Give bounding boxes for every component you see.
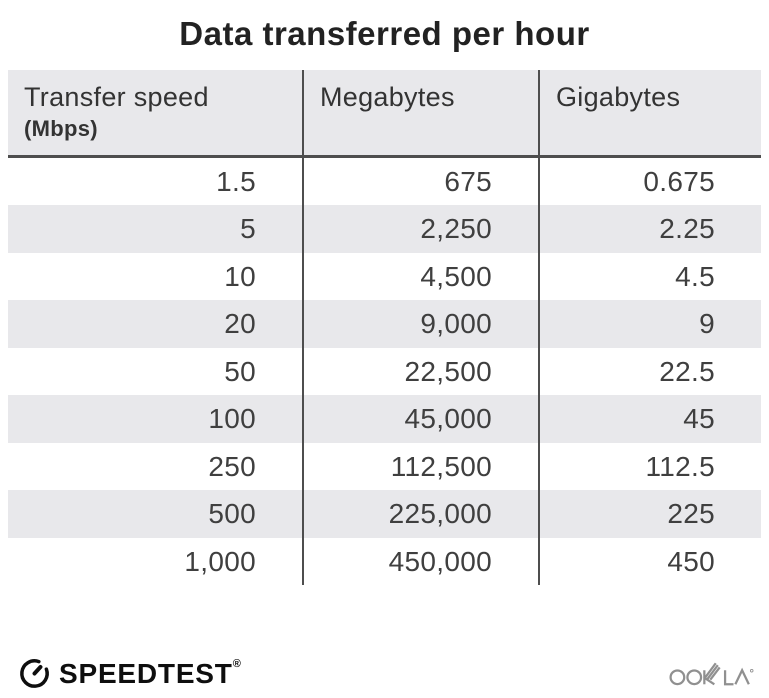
table-cell: 4,500 [302, 252, 538, 301]
table-cell: 20 [224, 308, 256, 340]
table-cell: 675 [302, 157, 538, 206]
table-cell: 5 [240, 213, 256, 245]
table-row: 100 45,000 45 [8, 395, 761, 443]
table-cell: 112,500 [302, 442, 538, 491]
table-cell: 225,000 [302, 490, 538, 538]
table-row: 5 2,250 2.25 [8, 205, 761, 253]
table-row: 10 4,500 4.5 [8, 252, 761, 301]
ookla-letter-a [734, 667, 750, 685]
registered-trademark-icon: ® [232, 657, 241, 670]
speedtest-logo: SPEEDTEST® [18, 657, 241, 690]
table-cell: 9,000 [302, 300, 538, 348]
column-header-transfer-speed: Transfer speed (Mbps) [8, 70, 302, 155]
table-cell: 22.5 [538, 347, 761, 396]
page-title: Data transferred per hour [179, 15, 590, 52]
ookla-letter-k [703, 662, 721, 685]
table-cell: 45,000 [302, 395, 538, 443]
table-cell: 2,250 [302, 205, 538, 253]
table-cell: 50 [224, 355, 256, 387]
speedtest-gauge-icon [20, 659, 49, 688]
table-cell: 4.5 [538, 252, 761, 301]
table-cell: 250 [208, 450, 256, 482]
table-cell: 112.5 [538, 442, 761, 491]
table-cell: 450,000 [302, 537, 538, 586]
table-row: 500 225,000 225 [8, 490, 761, 538]
table-cell: 1,000 [184, 545, 256, 577]
speedtest-wordmark: SPEEDTEST [59, 657, 233, 689]
table-row: 50 22,500 22.5 [8, 347, 761, 396]
column-header-label: Megabytes [320, 81, 455, 112]
table-row: 20 9,000 9 [8, 300, 761, 348]
table-cell: 450 [538, 537, 761, 586]
table-cell: 45 [538, 395, 761, 443]
table-cell: 100 [208, 403, 256, 435]
table-cell: 500 [208, 498, 256, 530]
column-header-label: Gigabytes [556, 81, 681, 112]
table-row: 1.5 675 0.675 [8, 157, 761, 206]
data-table: Transfer speed (Mbps) Megabytes Gigabyte… [8, 69, 761, 586]
column-header-megabytes: Megabytes [302, 69, 538, 155]
table-cell: 10 [224, 260, 256, 292]
ookla-letter-l [723, 669, 734, 685]
ookla-letter-o1 [669, 668, 686, 685]
table-cell: 9 [538, 300, 761, 348]
column-header-gigabytes: Gigabytes [538, 69, 761, 155]
table-cell: 22,500 [302, 347, 538, 396]
table-header-row: Transfer speed (Mbps) Megabytes Gigabyte… [8, 69, 761, 158]
table-cell: 2.25 [538, 205, 761, 253]
table-cell: 1.5 [216, 165, 256, 197]
column-header-sublabel: (Mbps) [24, 115, 98, 141]
table-body: 1.5 675 0.675 5 2,250 2.25 10 4,500 4.5 20 9,000 9 5… [8, 157, 761, 586]
column-header-label: Transfer speed [24, 81, 209, 112]
registered-trademark-icon [749, 668, 754, 672]
ookla-logo [669, 662, 754, 685]
table-row: 250 112,500 112.5 [8, 442, 761, 491]
footer: SPEEDTEST® [0, 657, 769, 698]
table-cell: 225 [538, 490, 761, 538]
table-row: 1,000 450,000 450 [8, 537, 761, 586]
table-cell: 0.675 [538, 157, 761, 206]
ookla-letter-o2 [686, 668, 703, 685]
